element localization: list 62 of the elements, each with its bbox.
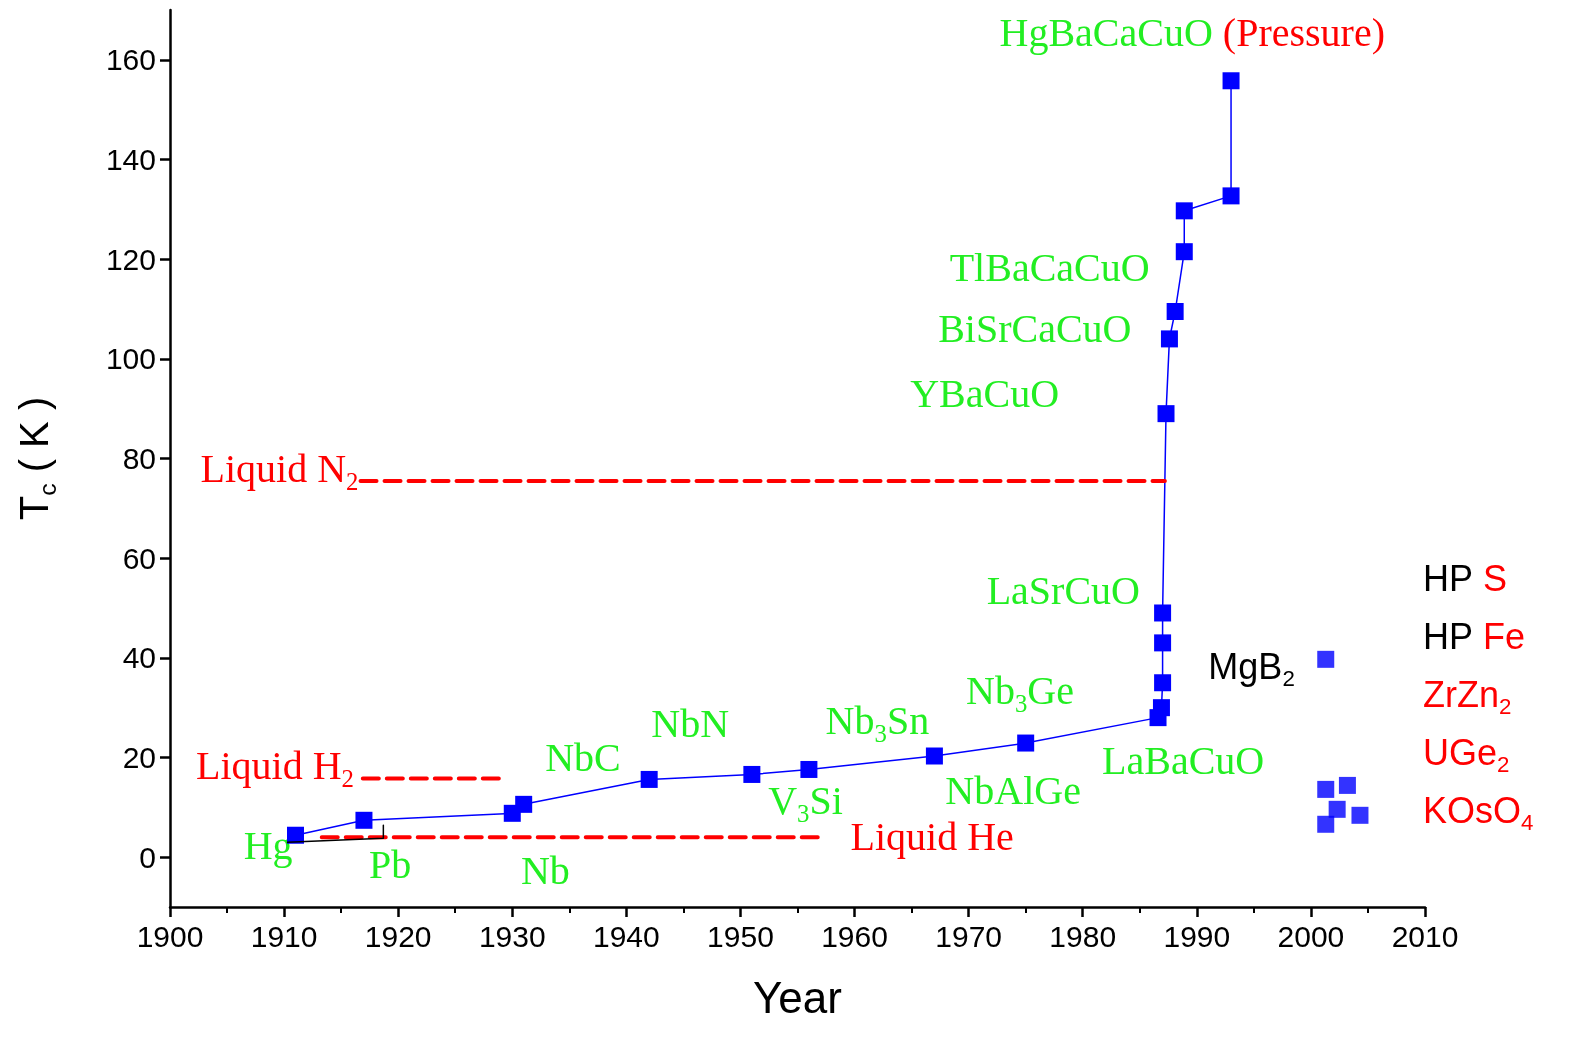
y-tick-label: 40 [122,641,156,675]
x-axis-title: Year [753,972,842,1022]
point [640,770,658,788]
point [925,747,943,765]
annotation: Liquid He [850,813,1014,859]
point [1175,243,1193,261]
x-tick-label: 2000 [1277,919,1345,953]
annotation: TlBaCaCuO [949,245,1150,291]
point [1175,202,1193,220]
annotation: NbN [651,700,730,746]
point [1154,674,1172,692]
y-tick-label: 140 [105,143,156,176]
y-tick-label: 120 [105,242,156,276]
point [515,795,533,813]
point [1157,405,1175,423]
annotation: NbC [545,735,621,780]
annotation: HgBaCaCuO (Pressure) [999,10,1385,56]
point [1351,806,1369,824]
y-tick-label: 80 [122,442,156,475]
point [1152,699,1170,717]
point [1317,780,1335,798]
x-tick-label: 2010 [1391,919,1459,953]
point [1017,734,1035,752]
point [1317,815,1335,833]
y-tick-label: 60 [122,541,156,575]
point [1338,776,1356,794]
annotation: LaSrCuO [986,568,1140,614]
y-tick-label: 100 [105,342,156,376]
x-tick-label: 1980 [1049,919,1117,953]
point [1154,604,1172,622]
point [355,811,373,829]
point [1328,800,1346,818]
point [800,760,818,778]
x-tick-label: 1920 [364,919,432,953]
annotation: Hg [243,822,293,868]
x-tick-label: 1910 [250,919,318,953]
point [1222,72,1240,90]
point [1154,634,1172,652]
y-axis-title: Tc ( K ) [12,396,61,521]
x-tick-label: 1940 [592,919,660,953]
annotation: HP Fe [1423,615,1526,657]
x-tick-label: 1960 [821,919,888,953]
annotation: Nb [520,847,570,893]
point [1317,650,1335,668]
annotation: Pb [369,842,412,888]
y-tick-label: 160 [105,43,156,77]
x-tick-label: 1990 [1163,919,1231,953]
x-tick-label: 1970 [935,919,1003,953]
x-tick-label: 1930 [478,919,546,953]
point [1222,187,1240,205]
point [1160,330,1178,348]
annotation: HP S [1423,557,1508,599]
y-tick-label: 0 [139,840,156,874]
point [1166,302,1184,320]
x-tick-label: 1950 [707,919,774,953]
x-tick-label: 1900 [136,919,204,953]
annotation: BiSrCaCuO [938,306,1132,352]
point [743,765,761,783]
annotation: NbAlGe [945,767,1081,813]
annotation: LaBaCuO [1102,737,1265,783]
annotation: YBaCuO [910,371,1060,417]
y-tick-label: 20 [122,741,156,774]
